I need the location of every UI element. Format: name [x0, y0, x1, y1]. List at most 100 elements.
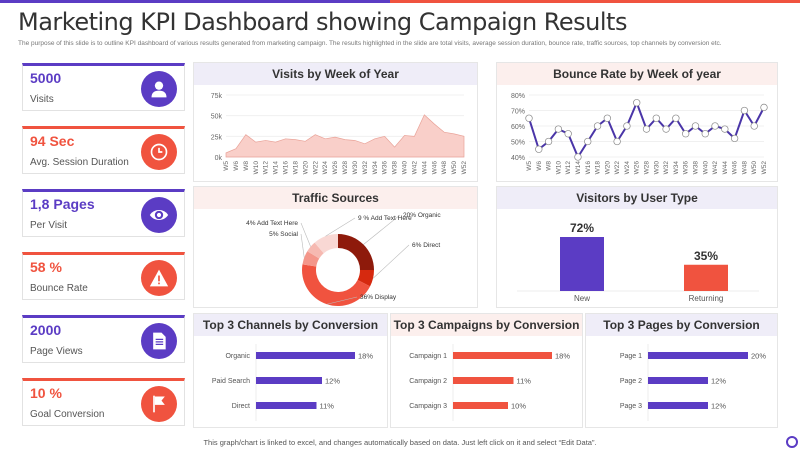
- y-tick-label: 0k: [215, 155, 223, 162]
- bar: [453, 352, 552, 359]
- panel-campaigns[interactable]: Top 3 Campaigns by Conversion Campaign 1…: [390, 313, 583, 428]
- x-tick-label: W44: [722, 161, 729, 175]
- x-tick-label: W40: [702, 161, 709, 175]
- bar: [256, 352, 355, 359]
- x-tick-label: W22: [614, 161, 621, 175]
- panel-title: Top 3 Channels by Conversion: [194, 314, 387, 336]
- x-tick-label: W20: [604, 161, 611, 175]
- y-tick-label: 70%: [511, 109, 525, 116]
- bar: [453, 402, 508, 409]
- bar: [648, 377, 708, 384]
- data-point: [642, 125, 651, 133]
- x-tick-label: W5: [223, 161, 230, 171]
- x-tick-label: W42: [411, 161, 418, 175]
- panel-traffic[interactable]: Traffic Sources 20% Organic 6% Direct 36% …: [193, 186, 478, 308]
- leader-line: [363, 214, 401, 245]
- panel-usertype[interactable]: Visitors by User Type 72% New 35% Returning: [496, 186, 778, 308]
- x-tick-label: W32: [663, 161, 670, 175]
- y-tick-label: 40%: [511, 155, 525, 162]
- data-point: [544, 137, 553, 146]
- x-tick-label: W46: [431, 161, 438, 175]
- x-tick-label: W28: [342, 161, 349, 175]
- donut-slice: [307, 242, 324, 259]
- data-point: [691, 122, 700, 130]
- bar: [256, 377, 322, 384]
- bounce-chart: 40%50%60%70%80%W5 W6 W8 W10 W12 W14 W16 W18 W20 W…: [511, 93, 768, 175]
- x-tick-label: W48: [741, 161, 748, 175]
- data-point: [554, 125, 563, 133]
- bar-value-label: 35%: [694, 249, 718, 263]
- data-point: [564, 130, 572, 138]
- data-point: [721, 125, 729, 133]
- traffic-chart: 20% Organic 6% Direct 36% Display 5% Social…: [246, 212, 441, 306]
- x-tick-label: W38: [692, 161, 699, 175]
- category-label: Campaign 1: [409, 353, 447, 360]
- leader-line: [325, 217, 356, 237]
- bar: [453, 377, 514, 384]
- donut-slice: [338, 234, 374, 270]
- x-tick-label: W50: [451, 161, 458, 175]
- area-series: [225, 114, 465, 158]
- slice-label: 9 % Add Text Here: [358, 215, 412, 222]
- data-point: [593, 122, 602, 130]
- data-point: [662, 125, 670, 133]
- kpi-label: Per Visit: [30, 220, 68, 231]
- category-label: Direct: [232, 403, 250, 410]
- x-tick-label: W22: [312, 161, 319, 175]
- x-tick-label: W48: [441, 161, 448, 175]
- clock-icon: [141, 134, 177, 170]
- kpi-label: Goal Conversion: [30, 409, 105, 420]
- donut-slice: [302, 264, 371, 306]
- x-tick-label: W18: [292, 161, 299, 175]
- category-label: Campaign 3: [409, 403, 447, 410]
- panel-title: Bounce Rate by Week of year: [497, 63, 777, 85]
- bar-value-label: 20%: [751, 352, 766, 361]
- bar-value-label: 10%: [511, 402, 526, 411]
- data-point: [633, 99, 641, 107]
- data-point: [535, 145, 543, 153]
- donut-slice: [357, 270, 374, 287]
- x-tick-label: W12: [263, 161, 270, 175]
- page-title: Marketing KPI Dashboard showing Campaign…: [18, 8, 627, 36]
- top-accent-red: [390, 0, 800, 3]
- data-point: [760, 103, 768, 112]
- x-tick-label: W18: [595, 161, 602, 175]
- x-tick-label: W36: [683, 161, 690, 175]
- kpi-value: 1,8 Pages: [30, 196, 95, 212]
- bar-value-label: 12%: [711, 402, 726, 411]
- x-tick-label: W6: [233, 161, 240, 171]
- kpi-label: Page Views: [30, 346, 83, 357]
- x-tick-label: W10: [555, 161, 562, 175]
- x-tick-label: W40: [402, 161, 409, 175]
- data-point: [525, 114, 533, 122]
- panel-bounce[interactable]: Bounce Rate by Week of year 40% 50% 60% 70%…: [496, 62, 778, 182]
- y-tick-label: 25k: [211, 134, 223, 141]
- kpi-value: 58 %: [30, 259, 62, 275]
- bar: [256, 402, 317, 409]
- kpi-label: Visits: [30, 94, 54, 105]
- data-point: [730, 134, 739, 143]
- category-label: Page 1: [620, 353, 642, 360]
- x-tick-label: W28: [644, 161, 651, 175]
- category-label: New: [574, 294, 590, 303]
- panel-pages[interactable]: Top 3 Pages by Conversion Page 1 20% Page …: [585, 313, 778, 428]
- x-tick-label: W52: [761, 161, 768, 175]
- kpi-label: Avg. Session Duration: [30, 157, 129, 168]
- x-tick-label: W24: [624, 161, 631, 175]
- nav-circle-icon[interactable]: [786, 436, 798, 448]
- document-icon: [141, 323, 177, 359]
- y-tick-label: 50%: [511, 140, 525, 147]
- usertype-chart: 72% New 35% Returning: [517, 221, 759, 303]
- user-icon: [141, 71, 177, 107]
- panel-visits[interactable]: Visits by Week of Year 0k 25k 50k 75k W5 W6 W8…: [193, 62, 478, 182]
- x-tick-label: W32: [362, 161, 369, 175]
- panel-channels[interactable]: Top 3 Channels by Conversion Organic 18% P…: [193, 313, 388, 428]
- y-tick-label: 50k: [211, 114, 223, 121]
- slice-label: 36% Display: [360, 294, 397, 301]
- x-tick-label: W20: [302, 161, 309, 175]
- data-point: [750, 122, 758, 130]
- y-tick-label: 60%: [511, 124, 525, 131]
- x-tick-label: W30: [352, 161, 359, 175]
- slice-label: 4% Add Text Here: [246, 220, 298, 227]
- panel-title: Visitors by User Type: [497, 187, 777, 209]
